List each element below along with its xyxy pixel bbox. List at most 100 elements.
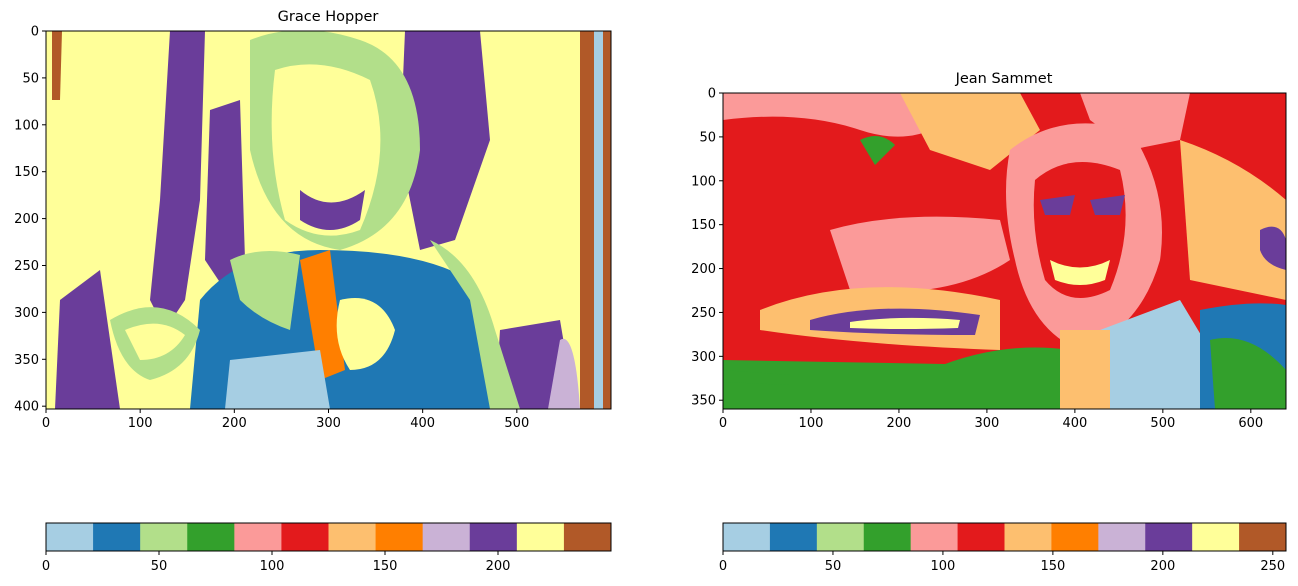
y-tick-label: 350 bbox=[691, 394, 716, 409]
region bbox=[1100, 300, 1210, 409]
x-tick-label: 600 bbox=[1238, 416, 1263, 431]
region bbox=[205, 100, 245, 290]
colorbar-cell bbox=[93, 523, 141, 551]
x-tick-label: 0 bbox=[42, 416, 50, 431]
y-tick-label: 200 bbox=[691, 262, 716, 277]
y-ticks: 0 50 100 150 200 250 300 350 bbox=[691, 87, 723, 409]
region bbox=[1260, 226, 1286, 270]
y-tick-label: 50 bbox=[699, 130, 716, 145]
colorbar-cell bbox=[1192, 523, 1240, 551]
colorbar-cell bbox=[234, 523, 282, 551]
colorbar-frame bbox=[722, 522, 1287, 552]
region bbox=[150, 31, 205, 330]
colorbar-tick-label: 50 bbox=[825, 559, 842, 574]
region bbox=[1080, 93, 1190, 150]
region bbox=[1060, 330, 1110, 409]
colorbar-cell bbox=[1145, 523, 1193, 551]
y-tick-label: 100 bbox=[691, 174, 716, 189]
colorbar-cell bbox=[140, 523, 188, 551]
chart-title: Grace Hopper bbox=[278, 9, 379, 25]
y-tick-label: 250 bbox=[691, 306, 716, 321]
region bbox=[400, 31, 490, 250]
x-tick-label: 400 bbox=[410, 416, 435, 431]
panel-jean-sammet: Jean Sammet 0 100 200 3 bbox=[691, 71, 1287, 431]
colorbar-cell bbox=[328, 523, 377, 551]
colorbar-cell bbox=[863, 523, 912, 551]
colorbar-tick-label: 0 bbox=[719, 559, 727, 574]
colorbar-tick-label: 100 bbox=[260, 559, 285, 574]
y-tick-label: 300 bbox=[691, 350, 716, 365]
region bbox=[300, 250, 345, 380]
colorbar-cell bbox=[422, 523, 471, 551]
colorbar-cell bbox=[1098, 523, 1146, 551]
region bbox=[55, 270, 120, 409]
y-tick-label: 350 bbox=[14, 353, 39, 368]
colorbar-tick-label: 200 bbox=[1150, 559, 1175, 574]
region bbox=[1210, 338, 1286, 409]
region bbox=[225, 350, 330, 409]
colorbar-cell bbox=[816, 523, 865, 551]
region bbox=[580, 31, 595, 409]
colorbar-cell bbox=[1239, 523, 1287, 551]
colorbar-cell bbox=[1051, 523, 1099, 551]
region bbox=[271, 64, 381, 236]
chart-title: Jean Sammet bbox=[955, 71, 1053, 87]
region bbox=[1090, 195, 1125, 215]
region bbox=[603, 31, 611, 409]
region bbox=[930, 347, 1080, 409]
y-tick-label: 200 bbox=[14, 212, 39, 227]
y-tick-label: 0 bbox=[31, 25, 39, 40]
axes-frame bbox=[722, 92, 1287, 410]
colorbar-cell bbox=[46, 523, 94, 551]
colorbar-tick-label: 200 bbox=[486, 559, 511, 574]
x-tick-label: 400 bbox=[1062, 416, 1087, 431]
region bbox=[1040, 195, 1075, 215]
y-tick-label: 300 bbox=[14, 306, 39, 321]
region bbox=[860, 136, 895, 165]
colorbar-cell bbox=[769, 523, 818, 551]
x-tick-label: 100 bbox=[128, 416, 153, 431]
region bbox=[1050, 260, 1110, 285]
region bbox=[594, 31, 603, 409]
colorbar-tick-label: 250 bbox=[1260, 559, 1285, 574]
region bbox=[300, 190, 365, 230]
x-tick-label: 500 bbox=[504, 416, 529, 431]
region bbox=[900, 93, 1040, 170]
region bbox=[850, 317, 960, 329]
x-tick-label: 300 bbox=[974, 416, 999, 431]
colorbar-cell bbox=[281, 523, 329, 551]
colorbar-cell bbox=[563, 523, 612, 551]
region bbox=[52, 31, 62, 100]
y-tick-label: 150 bbox=[14, 165, 39, 180]
image-area bbox=[46, 31, 611, 409]
panel-grace-hopper: Grace Hopper 0 100 200 bbox=[14, 9, 612, 431]
colorbar-1: 0 50 100 150 200 bbox=[42, 522, 612, 574]
colorbar-cell bbox=[910, 523, 959, 551]
colorbar-tick-label: 150 bbox=[373, 559, 398, 574]
region bbox=[830, 216, 1010, 292]
colorbar-cell bbox=[516, 523, 565, 551]
x-tick-label: 100 bbox=[799, 416, 824, 431]
region bbox=[125, 323, 185, 360]
colorbar-tick-label: 150 bbox=[1040, 559, 1065, 574]
region bbox=[230, 251, 300, 330]
colorbar-cell bbox=[187, 523, 235, 551]
y-tick-label: 150 bbox=[691, 218, 716, 233]
colorbar-tick-label: 0 bbox=[42, 559, 50, 574]
colorbar-cell bbox=[375, 523, 424, 551]
y-tick-label: 400 bbox=[14, 400, 39, 415]
colorbar-tick-label: 50 bbox=[151, 559, 168, 574]
y-tick-label: 250 bbox=[14, 259, 39, 274]
x-tick-label: 0 bbox=[719, 416, 727, 431]
colorbar-tick-label: 100 bbox=[931, 559, 956, 574]
region bbox=[1180, 140, 1286, 300]
region bbox=[336, 298, 395, 370]
x-tick-label: 200 bbox=[887, 416, 912, 431]
x-ticks: 0 100 200 300 400 500 600 bbox=[719, 409, 1263, 431]
y-ticks: 0 50 100 150 200 250 300 350 400 bbox=[14, 25, 46, 415]
x-tick-label: 300 bbox=[316, 416, 341, 431]
region bbox=[723, 370, 790, 385]
region bbox=[430, 240, 520, 409]
colorbar-cell bbox=[1004, 523, 1052, 551]
